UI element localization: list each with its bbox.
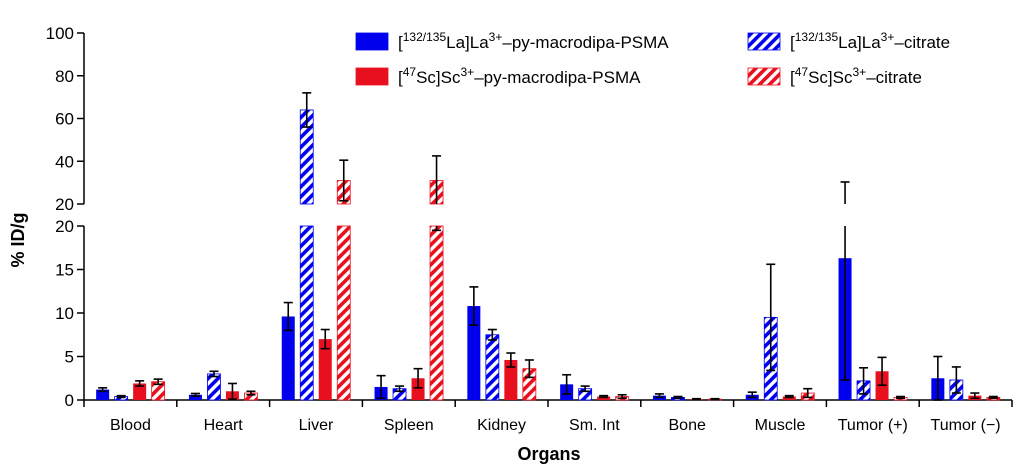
legend-superscript: 47 [403,65,417,79]
y-axis-lower: 0 5 10 15 20 [55,217,85,410]
category-label: Kidney [477,417,526,434]
legend-label: [47Sc]Sc3+–citrate [790,65,922,87]
legend-text-part: Sc]Sc [808,68,853,87]
y-tick-label: 20 [55,195,74,214]
bar [299,225,314,401]
x-axis-title: Organs [517,444,580,464]
legend-label: [47Sc]Sc3+–py-macrodipa-PSMA [398,65,641,87]
y-tick-label: 0 [65,391,74,410]
y-tick-label: 100 [46,24,74,43]
legend-superscript: 3+ [853,65,867,79]
bar [597,396,611,400]
legend-text-part: –citrate [866,68,922,87]
category-label: Tumor (+) [838,417,908,434]
bar [96,389,110,400]
legend-swatch [747,32,781,51]
legend-swatch [355,67,389,86]
legend-text-part: [ [790,68,795,87]
legend-label: [132/135La]La3+–citrate [790,30,950,52]
category-label: Sm. Int [569,417,620,434]
legend-text-part: La]La [446,33,489,52]
legend: [132/135La]La3+–py-macrodipa-PSMA [132/13… [355,30,950,87]
y-tick-label: 20 [55,217,74,236]
y-tick-label: 80 [55,67,74,86]
bar [467,306,481,400]
legend-text-part: –py-macrodipa-PSMA [502,33,669,52]
bar [133,383,147,400]
y-axis-title: % ID/g [8,212,28,267]
category-label: Tumor (−) [931,417,1001,434]
legend-superscript: 47 [795,65,809,79]
bar-group [96,109,1001,401]
legend-text-part: La]La [838,33,881,52]
legend-swatch [355,32,389,51]
legend-text-part: [ [790,33,795,52]
y-axis-upper: 20 40 60 80 100 [46,24,85,214]
bar [782,396,796,400]
bar [411,378,425,400]
error-bar-group [98,92,998,401]
bar [318,339,332,400]
legend-superscript: 3+ [489,30,503,44]
bar [429,225,444,401]
category-label: Muscle [755,417,806,434]
bar [207,373,221,401]
y-tick-label: 15 [55,261,74,280]
legend-superscript: 3+ [881,30,895,44]
legend-text-part: [ [398,33,403,52]
y-tick-label: 10 [55,304,74,323]
y-tick-label: 5 [65,348,74,367]
legend-text-part: Sc]Sc [416,68,461,87]
bar [504,359,518,400]
category-label: Heart [204,417,244,434]
category-label: Liver [299,417,334,434]
bar [188,394,202,400]
y-tick-label: 60 [55,110,74,129]
legend-label: [132/135La]La3+–py-macrodipa-PSMA [398,30,669,52]
category-label: Bone [669,417,706,434]
legend-superscript: 132/135 [403,30,447,44]
category-label: Spleen [384,417,434,434]
bar [336,225,351,401]
legend-text-part: [ [398,68,403,87]
legend-swatch [747,67,781,86]
legend-superscript: 3+ [461,65,475,79]
bar [485,334,500,401]
legend-text-part: –citrate [894,33,950,52]
category-label: Blood [110,417,151,434]
bar [281,316,295,400]
legend-superscript: 132/135 [795,30,839,44]
legend-text-part: –py-macrodipa-PSMA [474,68,641,87]
y-tick-label: 40 [55,152,74,171]
category-labels: Blood Heart Liver Spleen Kidney Sm. Int Bone Mu… [110,417,1001,434]
x-axis [83,399,1013,407]
